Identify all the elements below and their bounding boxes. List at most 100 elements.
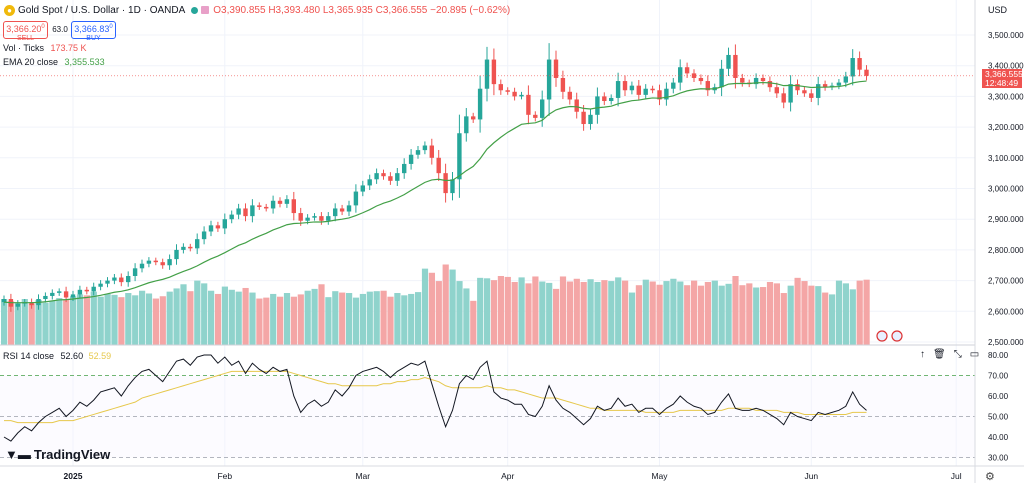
candle xyxy=(505,90,510,92)
volume-bar xyxy=(401,295,408,345)
volume-bar xyxy=(573,278,580,345)
volume-bar xyxy=(615,277,622,345)
candle xyxy=(188,246,193,249)
rsi-axis[interactable]: 30.00 40.00 50.00 60.00 70.00 80.00 xyxy=(988,351,1009,463)
candle xyxy=(615,81,621,98)
candle xyxy=(802,90,807,94)
volume-bar xyxy=(256,298,263,345)
volume-bar xyxy=(1,299,8,345)
volume-bar xyxy=(152,298,159,345)
tradingview-logo[interactable]: ▼▬ TradingView xyxy=(5,447,110,462)
price-tick-label: 2,700.000 xyxy=(988,277,1024,286)
volume-bar xyxy=(525,283,532,345)
volume-bar xyxy=(311,288,318,345)
volume-bar xyxy=(829,294,836,345)
volume-bar xyxy=(691,280,698,345)
candle xyxy=(77,289,83,295)
symbol-title[interactable]: Gold Spot / U.S. Dollar · 1D · OANDA xyxy=(18,4,186,16)
flag-icon[interactable] xyxy=(891,330,903,342)
rsi-tick-label: 80.00 xyxy=(988,351,1009,360)
ema-legend[interactable]: EMA 20 close 3,355.533 xyxy=(3,57,105,67)
candle xyxy=(29,302,34,306)
candle xyxy=(857,58,862,70)
volume-bar xyxy=(497,276,504,345)
sell-button[interactable]: 3,366.200 SELL xyxy=(3,21,48,42)
price-tick-label: 3,500.000 xyxy=(988,31,1024,40)
candle xyxy=(339,208,345,212)
volume-bar xyxy=(456,281,463,345)
volume-bar xyxy=(339,292,346,345)
volume-bar xyxy=(249,292,256,345)
rsi-legend[interactable]: RSI 14 close 52.60 52.59 xyxy=(3,351,111,361)
volume-bar xyxy=(159,296,166,345)
candle xyxy=(222,219,227,229)
candle xyxy=(622,81,628,91)
rsi-tick-label: 40.00 xyxy=(988,433,1009,442)
currency-label[interactable]: USD xyxy=(988,5,1008,15)
candle xyxy=(836,82,842,86)
volume-bar xyxy=(408,293,415,345)
volume-bar xyxy=(125,293,132,345)
volume-bar xyxy=(166,291,173,345)
maximize-icon[interactable]: ▭ xyxy=(969,349,980,360)
volume-bar xyxy=(608,281,615,345)
volume-bar xyxy=(242,287,249,345)
gear-icon[interactable]: ⚙ xyxy=(985,471,995,483)
volume-bar xyxy=(63,299,70,345)
rsi-levels xyxy=(0,375,975,458)
volume-bar xyxy=(359,293,366,345)
volume-bar xyxy=(504,276,511,345)
volume-bar xyxy=(104,293,111,345)
volume-bar xyxy=(546,282,553,345)
volume-bar xyxy=(842,283,849,345)
collapse-icon[interactable]: ⤡ xyxy=(953,349,962,360)
volume-legend[interactable]: Vol · Ticks 173.75 K xyxy=(3,43,87,53)
volume-bar xyxy=(318,284,325,345)
candle xyxy=(816,84,821,98)
volume-bar xyxy=(28,303,35,345)
volume-bar xyxy=(187,291,194,345)
flag-icon[interactable] xyxy=(876,330,888,342)
candle xyxy=(126,275,131,283)
symbol-header[interactable]: ● Gold Spot / U.S. Dollar · 1D · OANDA O… xyxy=(0,0,975,20)
volume-bar xyxy=(663,281,670,345)
volume-bar xyxy=(849,289,856,345)
volume-bar xyxy=(283,293,291,345)
volume-bar xyxy=(42,302,49,345)
candle xyxy=(139,263,145,269)
candle xyxy=(457,133,462,180)
volume-bar xyxy=(566,281,573,345)
candle xyxy=(381,173,386,177)
volume-bar xyxy=(214,293,222,345)
time-tick-label: Apr xyxy=(501,471,514,481)
volume-bar xyxy=(270,293,277,345)
volume-bar xyxy=(670,278,677,345)
candle xyxy=(319,216,324,221)
candle xyxy=(346,205,352,212)
flag-icons[interactable] xyxy=(876,330,903,342)
price-tick-label: 3,300.000 xyxy=(988,92,1024,101)
rsi-ma-line xyxy=(4,370,867,424)
volume-bar xyxy=(753,287,760,345)
move-up-icon[interactable]: ↑ xyxy=(920,349,925,360)
volume-bar xyxy=(180,284,187,345)
candle xyxy=(629,85,635,91)
delete-icon[interactable]: 🗑 xyxy=(933,349,946,360)
candle xyxy=(726,54,731,69)
buy-button[interactable]: 3,366.830 BUY xyxy=(71,21,116,42)
volume-bar xyxy=(76,294,84,345)
candle xyxy=(174,249,179,260)
volume-bar xyxy=(677,281,684,345)
volume-bar xyxy=(415,292,422,345)
rsi-tick-label: 30.00 xyxy=(988,454,1009,463)
candle xyxy=(519,94,524,97)
candle xyxy=(312,216,317,218)
volume-bar xyxy=(587,279,594,345)
gold-coin-icon: ● xyxy=(4,4,15,16)
time-axis[interactable]: 2025FebMarAprMayJunJulAug xyxy=(64,471,1024,481)
price-axis[interactable]: 2,500.000 2,600.000 2,700.000 2,800.000 2,90… xyxy=(988,31,1024,347)
volume-bar xyxy=(697,285,705,345)
candle xyxy=(719,68,724,88)
candle xyxy=(105,280,110,284)
